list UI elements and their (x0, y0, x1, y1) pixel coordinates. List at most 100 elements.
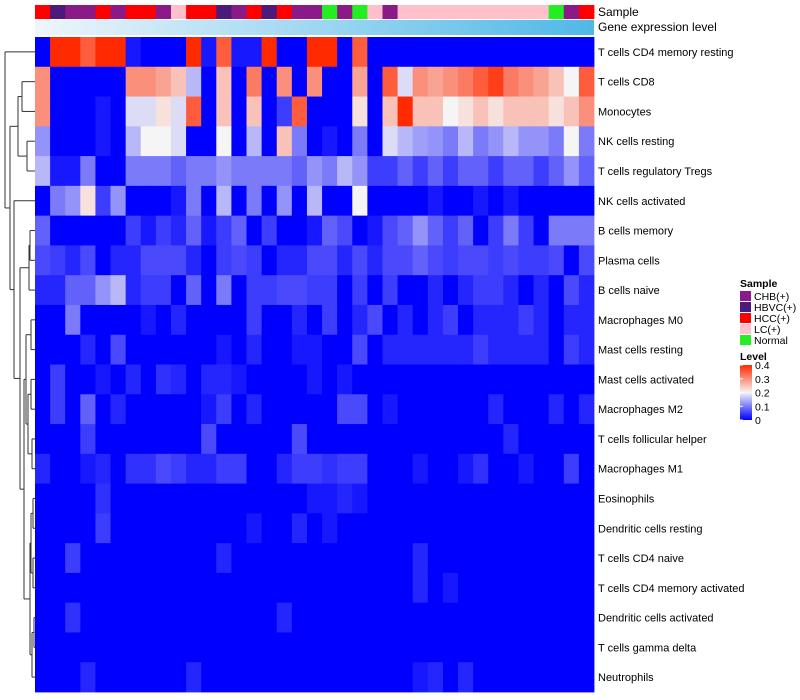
heatmap-cell (170, 483, 187, 514)
heatmap-cell (458, 662, 474, 693)
heatmap-cell (533, 334, 550, 365)
heatmap-cell (201, 215, 217, 246)
heatmap-cell (125, 662, 142, 693)
heatmap-cell (518, 275, 534, 306)
heatmap-cell (442, 483, 459, 514)
heatmap-cell (246, 334, 263, 365)
heatmap-cell (412, 156, 429, 187)
heatmap-cell (276, 424, 293, 455)
sample-bar-cell (518, 5, 534, 19)
heatmap-cell (170, 96, 187, 127)
heatmap-cell (367, 543, 383, 574)
heatmap-cell (95, 394, 111, 425)
heatmap-cell (65, 334, 81, 365)
sample-bar-cell (216, 5, 232, 19)
heatmap-cell (35, 364, 51, 395)
heatmap-cell (322, 572, 338, 604)
heatmap-cell (306, 126, 323, 157)
heatmap-cell (382, 304, 398, 336)
heatmap-cell (216, 364, 232, 395)
heatmap-cell (35, 662, 51, 693)
heatmap-cell (276, 572, 293, 604)
heatmap-cell (563, 632, 580, 663)
heatmap-cell (110, 572, 127, 604)
heatmap-cell (50, 156, 66, 187)
sample-bar-cell (548, 5, 565, 19)
heatmap-cell (276, 453, 293, 484)
heatmap-cell (261, 543, 278, 574)
heatmap-cell (412, 364, 429, 395)
heatmap-cell (155, 275, 172, 306)
heatmap-cell (155, 483, 172, 514)
heatmap-cell (322, 215, 338, 246)
heatmap-cell (50, 632, 66, 663)
heatmap-cell (306, 66, 323, 97)
heatmap-cell (533, 66, 550, 97)
row-label: NK cells resting (598, 136, 674, 148)
heatmap-cell (65, 215, 81, 246)
heatmap-cell (533, 632, 550, 663)
heatmap-cell (367, 126, 383, 157)
heatmap-cell (306, 96, 323, 127)
heatmap-cell (155, 215, 172, 246)
heatmap-cell (95, 364, 111, 395)
heatmap-cell (125, 156, 142, 187)
heatmap-cell (110, 96, 127, 127)
heatmap-cell (50, 572, 66, 604)
heatmap-cell (231, 662, 247, 693)
heatmap-cell (352, 513, 368, 544)
heatmap-cell (261, 37, 278, 68)
heatmap-cell (442, 662, 459, 693)
row-label: Plasma cells (598, 255, 660, 267)
heatmap-cell (246, 483, 263, 514)
heatmap-cell (125, 96, 142, 127)
heatmap-cell (337, 513, 353, 544)
heatmap-cell (548, 602, 565, 633)
heatmap-cell (473, 304, 489, 336)
row-label: Macrophages M0 (598, 315, 683, 327)
heatmap-cell (397, 66, 414, 97)
heatmap-cell (458, 483, 474, 514)
heatmap-cell (140, 185, 157, 217)
heatmap-cell (488, 215, 504, 246)
heatmap-cell (186, 245, 202, 276)
heatmap-cell (337, 632, 353, 663)
heatmap-cell (140, 483, 157, 514)
heatmap-cell (533, 37, 550, 68)
heatmap-cell (291, 543, 308, 574)
heatmap-cell (548, 66, 565, 97)
heatmap-cell (473, 483, 489, 514)
heatmap-cell (412, 126, 429, 157)
heatmap-cell (518, 424, 534, 455)
sample-bar-cell (473, 5, 489, 19)
sample-bar-cell (412, 5, 429, 19)
heatmap-cell (458, 543, 474, 574)
heatmap-cell (488, 602, 504, 633)
heatmap-cell (35, 215, 51, 246)
heatmap-cell (533, 185, 550, 217)
heatmap-cell (473, 37, 489, 68)
heatmap-cell (412, 66, 429, 97)
sample-bar-cell (110, 5, 127, 19)
level-tick-label: 0.2 (755, 388, 770, 400)
heatmap-cell (170, 602, 187, 633)
heatmap-cell (427, 37, 444, 68)
heatmap-cell (578, 364, 595, 395)
heatmap-cell (412, 304, 429, 336)
heatmap-cell (186, 185, 202, 217)
heatmap-cell (578, 483, 595, 514)
heatmap-cell (65, 304, 81, 336)
heatmap-cell (50, 334, 66, 365)
heatmap-cell (201, 245, 217, 276)
heatmap-cell (322, 602, 338, 633)
heatmap-cell (306, 215, 323, 246)
heatmap-cell (155, 632, 172, 663)
heatmap-cell (548, 96, 565, 127)
heatmap-cell (473, 602, 489, 633)
heatmap-cell (155, 572, 172, 604)
heatmap-cell (216, 572, 232, 604)
heatmap-cell (533, 513, 550, 544)
heatmap-cell (458, 126, 474, 157)
heatmap-cell (110, 513, 127, 544)
heatmap-cell (427, 394, 444, 425)
